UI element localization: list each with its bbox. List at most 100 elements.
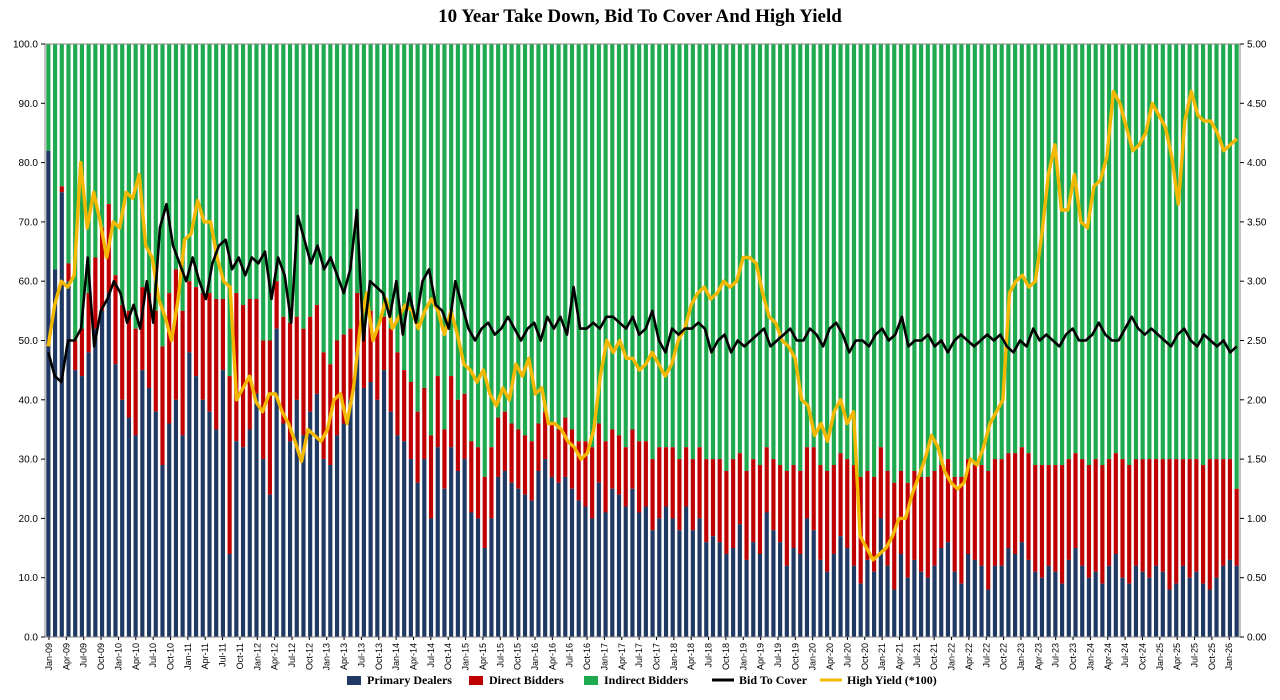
bar-direct-bidders (536, 423, 541, 471)
x-tick-label: Jul-18 (704, 643, 714, 668)
x-tick-label: Jan-11 (183, 643, 193, 670)
bar-direct-bidders (845, 459, 850, 549)
bar-direct-bidders (751, 459, 756, 543)
bar-indirect-bidders (1107, 44, 1112, 460)
bar-indirect-bidders (932, 44, 937, 471)
legend-label: Indirect Bidders (604, 673, 688, 687)
bar-indirect-bidders (267, 44, 272, 341)
bar-direct-bidders (1086, 465, 1092, 578)
bar-direct-bidders (1100, 465, 1105, 584)
bar-direct-bidders (1174, 459, 1179, 584)
x-tick-label: Apr-12 (270, 643, 280, 670)
bar-primary-dealers (1046, 565, 1051, 637)
bar-indirect-bidders (979, 44, 984, 466)
bar-primary-dealers (1200, 583, 1206, 637)
bar-direct-bidders (1133, 459, 1139, 566)
bar-primary-dealers (220, 370, 225, 637)
bar-direct-bidders (153, 310, 158, 412)
x-tick-label: Apr-09 (61, 643, 71, 670)
bar-direct-bidders (1039, 465, 1045, 578)
left-tick-label: 70.0 (19, 217, 39, 228)
x-tick-label: Jul-21 (912, 643, 922, 668)
bar-direct-bidders (422, 387, 427, 460)
x-tick-label: Apr-14 (408, 643, 418, 670)
bar-direct-bidders (402, 370, 407, 442)
x-tick-label: Apr-25 (1172, 643, 1182, 670)
bar-primary-dealers (287, 441, 293, 637)
bar-primary-dealers (751, 542, 756, 637)
bar-primary-dealers (1214, 577, 1219, 637)
bar-indirect-bidders (1026, 44, 1031, 454)
bar-indirect-bidders (845, 44, 850, 460)
bar-direct-bidders (804, 447, 810, 519)
bar-primary-dealers (180, 435, 185, 637)
bar-direct-bidders (583, 441, 588, 507)
bar-direct-bidders (1147, 459, 1152, 578)
bar-direct-bidders (180, 310, 185, 436)
x-tick-label: Jan-21 (877, 643, 887, 671)
bar-indirect-bidders (1200, 44, 1206, 466)
x-tick-label: Apr-19 (756, 643, 766, 670)
bar-primary-dealers (187, 352, 192, 637)
bar-indirect-bidders (771, 44, 776, 460)
bar-primary-dealers (925, 577, 930, 637)
bar-primary-dealers (905, 577, 910, 637)
bar-direct-bidders (247, 298, 252, 430)
bar-indirect-bidders (1174, 44, 1179, 460)
bar-primary-dealers (630, 488, 635, 637)
bar-indirect-bidders (663, 44, 669, 448)
bar-indirect-bidders (912, 44, 917, 471)
bar-indirect-bidders (1167, 44, 1172, 460)
bar-indirect-bidders (999, 44, 1004, 460)
bar-indirect-bidders (1147, 44, 1152, 460)
bar-indirect-bidders (247, 44, 252, 299)
bar-primary-dealers (623, 506, 628, 637)
bar-direct-bidders (1167, 459, 1172, 590)
x-tick-label: Jul-25 (1190, 643, 1200, 668)
bar-indirect-bidders (972, 44, 977, 466)
bar-direct-bidders (1154, 459, 1159, 566)
bar-direct-bidders (1060, 465, 1065, 584)
bar-direct-bidders (240, 304, 246, 448)
bar-indirect-bidders (858, 44, 863, 477)
bar-primary-dealers (502, 470, 507, 637)
bar-primary-dealers (1160, 571, 1165, 637)
bar-primary-dealers (516, 488, 521, 637)
bar-direct-bidders (690, 459, 695, 531)
bar-direct-bidders (415, 411, 420, 483)
bar-primary-dealers (321, 459, 326, 637)
bar-primary-dealers (912, 559, 917, 637)
bar-direct-bidders (355, 293, 360, 353)
bar-indirect-bidders (898, 44, 904, 471)
bar-primary-dealers (939, 548, 944, 637)
legend-label: Bid To Cover (739, 673, 808, 687)
bar-direct-bidders (146, 293, 152, 388)
legend-swatch (469, 676, 483, 685)
x-tick-label: Jan-23 (1016, 643, 1026, 671)
bar-primary-dealers (764, 512, 769, 637)
x-tick-label: Apr-20 (825, 643, 835, 670)
bar-primary-dealers (126, 417, 131, 637)
x-tick-label: Jan-18 (669, 643, 679, 671)
bar-indirect-bidders (328, 44, 333, 365)
bar-indirect-bidders (99, 44, 105, 228)
bar-indirect-bidders (831, 44, 836, 466)
bar-direct-bidders (704, 459, 709, 543)
bar-indirect-bidders (757, 44, 763, 466)
x-tick-label: Oct-22 (999, 643, 1009, 670)
bar-indirect-bidders (375, 44, 380, 329)
bar-primary-dealers (153, 411, 158, 637)
bar-indirect-bidders (428, 44, 434, 436)
bar-direct-bidders (375, 328, 380, 400)
bar-primary-dealers (892, 589, 897, 637)
bar-primary-dealers (368, 382, 373, 637)
bar-indirect-bidders (214, 44, 219, 299)
bar-indirect-bidders (549, 44, 554, 424)
left-tick-label: 0.0 (24, 633, 38, 644)
x-tick-label: Jan-16 (530, 643, 540, 671)
bar-direct-bidders (99, 227, 105, 311)
bar-indirect-bidders (1019, 44, 1024, 448)
bar-primary-dealers (261, 459, 266, 637)
bar-indirect-bidders (603, 44, 608, 442)
bar-direct-bidders (1113, 453, 1118, 554)
